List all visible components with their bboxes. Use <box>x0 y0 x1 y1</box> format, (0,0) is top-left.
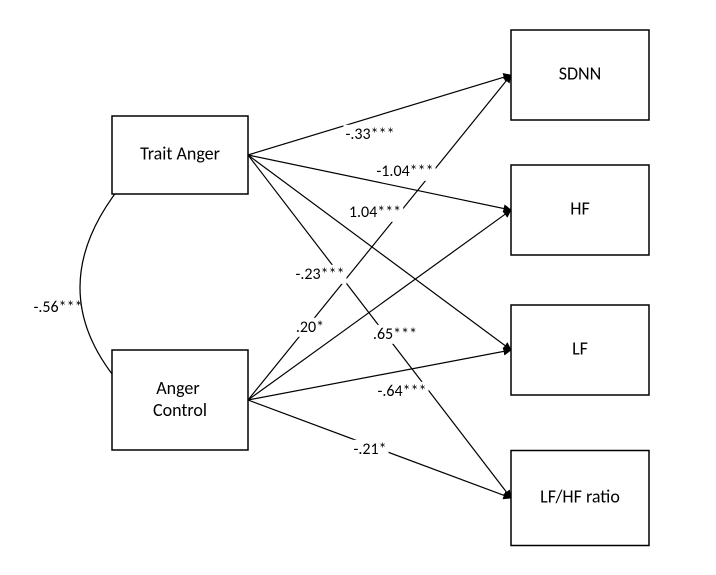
node-trait-anger-label: Trait Anger <box>140 142 220 164</box>
edge-label-trait_anger-sdnn: -.33*** <box>345 125 394 144</box>
node-trait-anger: Trait Anger <box>112 116 248 194</box>
node-hf-label: HF <box>570 197 590 219</box>
path-diagram: -.56*** Trait Anger Anger Control SDNN H… <box>0 0 716 575</box>
covariance-label: -.56*** <box>33 298 82 317</box>
edge-label-trait_anger-lf: 1.04*** <box>349 203 401 222</box>
edge-anger_control-hf <box>248 210 511 400</box>
node-lfhf: LF/HF ratio <box>511 451 649 546</box>
node-anger-control: Anger Control <box>112 350 248 450</box>
edge-anger_control-sdnn <box>248 75 511 400</box>
edge-trait_anger-lf <box>248 155 511 350</box>
node-hf: HF <box>511 165 649 255</box>
node-lf: LF <box>511 305 649 395</box>
edge-label-anger_control-lfhf: -.21* <box>353 440 386 459</box>
edge-label-trait_anger-lfhf: -.23*** <box>295 265 344 284</box>
node-sdnn-label: SDNN <box>559 62 602 84</box>
node-sdnn: SDNN <box>511 30 649 120</box>
node-lf-label: LF <box>572 337 588 359</box>
edge-labels: -.33*** -1.04*** 1.04*** -.23*** .20* .65*** -… <box>293 125 435 459</box>
edge-label-anger_control-hf: .65*** <box>373 325 417 344</box>
edge-label-anger_control-sdnn: .20* <box>296 318 324 337</box>
node-lfhf-label: LF/HF ratio <box>540 485 620 507</box>
edge-label-anger_control-lf: -.64*** <box>377 382 426 401</box>
node-anger-control-label: Anger Control <box>153 377 207 421</box>
edge-label-trait_anger-hf: -1.04*** <box>376 162 433 181</box>
